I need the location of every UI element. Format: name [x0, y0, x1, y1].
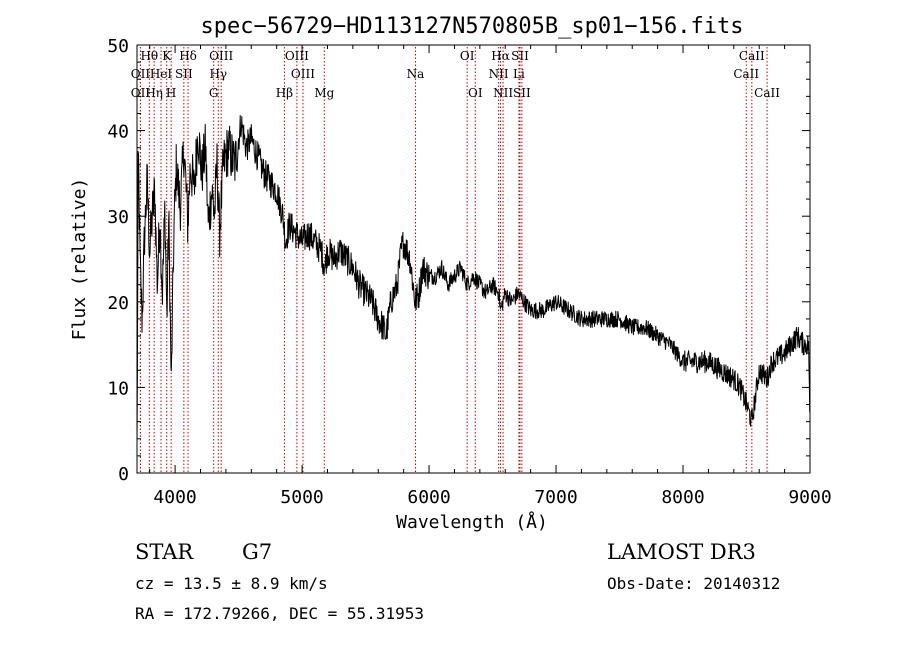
spectral-line-label: Hδ [179, 49, 197, 63]
spectral-line-label: OIII [209, 49, 233, 63]
redshift-velocity: cz = 13.5 ± 8.9 km/s [135, 574, 328, 593]
object-class: STAR [135, 540, 194, 564]
flux-series-line [136, 115, 811, 448]
plot-frame [136, 44, 811, 474]
y-axis-ticks: 0 10 20 30 40 50 [107, 36, 810, 485]
x-axis-label: Wavelength (Å) [396, 511, 548, 533]
y-tick-label: 0 [118, 464, 129, 485]
spectral-line-label: Mg [314, 86, 334, 100]
x-tick-label: 9000 [788, 487, 831, 508]
spectral-line-label: OI [468, 86, 483, 100]
coordinates: RA = 172.79266, DEC = 55.31953 [135, 604, 424, 623]
spectral-line-label: K [162, 49, 172, 63]
y-tick-label: 30 [107, 207, 129, 228]
x-tick-label: 6000 [407, 487, 450, 508]
spectral-line-label: OII [131, 67, 151, 81]
spectral-line-label: Hα [491, 49, 510, 63]
spectral-line-label: OII [131, 86, 151, 100]
spectral-line-label: NII [493, 86, 513, 100]
chart-title: spec−56729−HD113127N570805B_sp01−156.fit… [200, 14, 743, 39]
spectral-line-label: Hη [145, 86, 163, 100]
spectral-line-label: H [166, 86, 176, 100]
x-axis-ticks: 4000 5000 6000 7000 8000 9000 [149, 45, 832, 508]
object-subclass: G7 [242, 540, 272, 564]
survey-name: LAMOST DR3 [607, 540, 756, 564]
spectral-line-label: CaII [754, 86, 780, 100]
y-axis-label: Flux (relative) [69, 178, 90, 341]
x-tick-label: 7000 [534, 487, 577, 508]
spectral-line-label: SII [513, 86, 531, 100]
spectral-line-label: SII [175, 67, 193, 81]
spectral-line-label: Na [407, 67, 425, 81]
spectral-line-label: OIII [291, 67, 315, 81]
spectral-line-label: CaII [733, 67, 759, 81]
spectral-line-label: NII [489, 67, 509, 81]
spectral-line-label: Hβ [276, 86, 293, 100]
spectral-line-label: Hγ [209, 67, 227, 81]
x-tick-label: 4000 [153, 487, 196, 508]
spectral-line-label: Hθ [140, 49, 158, 63]
y-tick-label: 50 [107, 36, 129, 57]
x-tick-label: 8000 [661, 487, 704, 508]
y-tick-label: 10 [107, 378, 129, 399]
spectral-line-label: HeI [150, 67, 173, 81]
observation-date: Obs-Date: 20140312 [607, 574, 780, 593]
y-tick-label: 20 [107, 293, 129, 314]
x-tick-label: 5000 [280, 487, 323, 508]
spectral-line-label: CaII [739, 49, 765, 63]
spectral-line-markers [139, 47, 768, 473]
spectral-line-label: G [209, 86, 219, 100]
spectral-line-label: Li [513, 67, 525, 81]
spectral-line-label: SII [511, 49, 529, 63]
spectral-line-label: OIII [285, 49, 309, 63]
spectral-line-label: OI [460, 49, 475, 63]
y-tick-label: 40 [107, 122, 129, 143]
